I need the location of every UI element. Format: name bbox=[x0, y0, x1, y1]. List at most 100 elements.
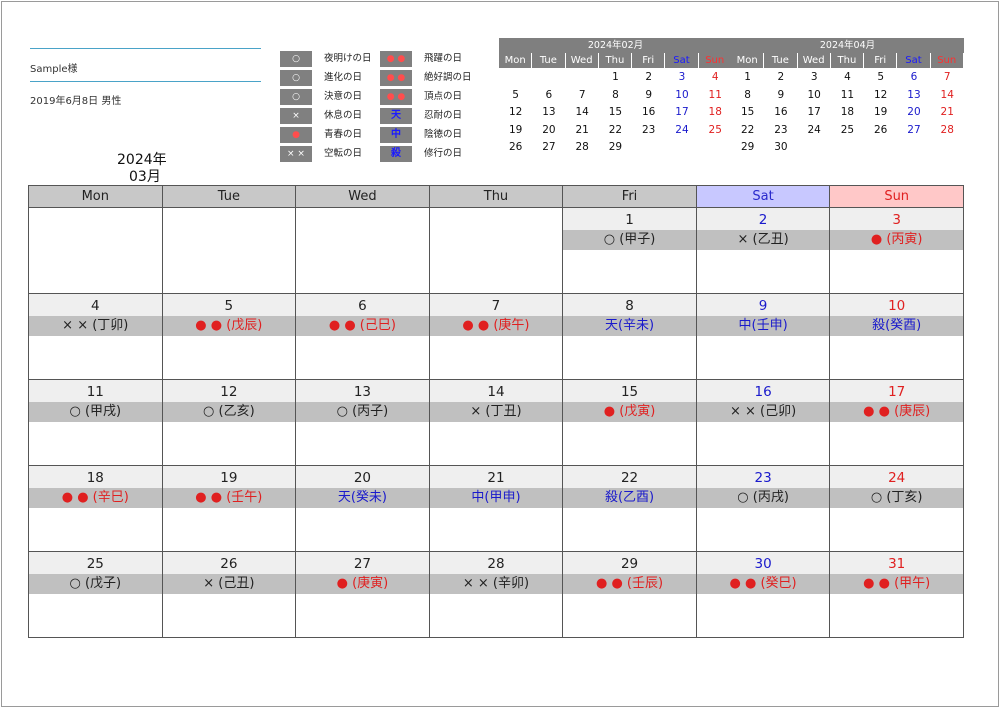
day-cell[interactable]: 3 ● (丙寅) bbox=[829, 207, 964, 294]
day-cell[interactable]: 4 × × (丁卯) bbox=[28, 293, 163, 380]
mini-calendar-title: 2024年02月 bbox=[499, 38, 732, 53]
mini-week-row: 12 13 14 15 16 17 18 bbox=[499, 103, 732, 121]
month-calendar: Mon Tue Wed Thu Fri Sat Sun 1 ○ (甲子) 2 × (乙丑) 3 ● (… bbox=[28, 185, 964, 640]
mini-week-row: 26 27 28 29 bbox=[499, 138, 732, 156]
day-cell[interactable]: 22 殺(乙酉) bbox=[562, 465, 697, 552]
day-cell[interactable]: 14 × (丁丑) bbox=[428, 379, 564, 466]
legend-label: 飛躍の日 bbox=[424, 53, 463, 64]
day-number: 8 bbox=[563, 294, 696, 316]
mini-day: 1 bbox=[612, 71, 619, 83]
day-cell[interactable]: 21 中(甲申) bbox=[428, 465, 564, 552]
day-number: 13 bbox=[296, 380, 429, 402]
day-cell[interactable]: 19 ● ● (壬午) bbox=[161, 465, 297, 552]
weekday-header-fri: Fri bbox=[562, 185, 697, 208]
legend-symbol: ● ● bbox=[380, 89, 412, 105]
mini-week-row: 29 30 bbox=[731, 138, 964, 156]
mini-weekday-mon: Mon bbox=[731, 53, 765, 68]
mini-day bbox=[566, 68, 599, 86]
day-fortune: ○ (丙子) bbox=[296, 402, 429, 422]
mini-day: 25 bbox=[708, 123, 722, 136]
day-cell[interactable]: 30 ● ● (癸巳) bbox=[695, 551, 831, 638]
day-cell[interactable]: 17 ● ● (庚辰) bbox=[829, 379, 964, 466]
day-number: 7 bbox=[429, 294, 563, 316]
mini-day: 2 bbox=[777, 71, 785, 83]
mini-day: 27 bbox=[907, 123, 921, 136]
mini-week-row: 15 16 17 18 19 20 21 bbox=[731, 103, 964, 121]
empty-day-cell bbox=[161, 207, 297, 294]
mini-weekday-sun: Sun bbox=[698, 53, 732, 68]
day-fortune: ● ● (戊辰) bbox=[162, 316, 296, 336]
mini-day: 8 bbox=[612, 88, 619, 101]
mini-day: 29 bbox=[740, 141, 755, 153]
day-cell[interactable]: 25 ○ (戊子) bbox=[28, 551, 163, 638]
day-cell[interactable]: 15 ● (戊寅) bbox=[562, 379, 697, 466]
week-row: 25 ○ (戊子) 26 × (己丑) 27 ● (庚寅) 28 × × (辛卯) 29 ● ● … bbox=[28, 551, 964, 638]
day-number: 14 bbox=[429, 380, 563, 402]
day-cell[interactable]: 31 ● ● (甲午) bbox=[829, 551, 964, 638]
mini-day: 7 bbox=[578, 88, 586, 101]
day-number: 2 bbox=[696, 208, 830, 230]
mini-day: 18 bbox=[840, 106, 855, 118]
day-cell[interactable]: 10 殺(癸酉) bbox=[829, 293, 964, 380]
day-cell[interactable]: 9 中(壬申) bbox=[695, 293, 831, 380]
legend-symbol: ● bbox=[280, 127, 312, 143]
legend-label: 空転の日 bbox=[324, 148, 363, 159]
day-cell[interactable]: 24 ○ (丁亥) bbox=[829, 465, 964, 552]
mini-week-row: 1 2 3 4 bbox=[499, 68, 732, 86]
week-row: 18 ● ● (辛巳) 19 ● ● (壬午) 20 天(癸未) 21 中(甲申) 22 殺(乙酉… bbox=[28, 465, 964, 552]
mini-weekday-sat: Sat bbox=[897, 53, 931, 68]
mini-day: 18 bbox=[708, 106, 722, 118]
day-cell[interactable]: 13 ○ (丙子) bbox=[295, 379, 430, 466]
mini-day: 23 bbox=[774, 123, 788, 136]
day-cell[interactable]: 26 × (己丑) bbox=[161, 551, 297, 638]
day-cell[interactable]: 28 × × (辛卯) bbox=[428, 551, 564, 638]
mini-day: 7 bbox=[943, 71, 951, 83]
day-fortune: ● (庚寅) bbox=[296, 574, 429, 594]
mini-weekday-fri: Fri bbox=[632, 53, 666, 68]
mini-day bbox=[798, 138, 831, 156]
mini-day: 28 bbox=[940, 123, 954, 136]
day-number: 10 bbox=[830, 294, 963, 316]
day-fortune: ○ (戊子) bbox=[29, 574, 162, 594]
weekday-header-sun: Sun bbox=[829, 185, 964, 208]
day-cell[interactable]: 2 × (乙丑) bbox=[695, 207, 831, 294]
weekday-header-sat: Sat bbox=[695, 185, 831, 208]
day-cell[interactable]: 5 ● ● (戊辰) bbox=[161, 293, 297, 380]
legend-symbol: ● ● bbox=[380, 70, 412, 86]
legend-symbol: ○ bbox=[280, 51, 312, 67]
day-cell[interactable]: 11 ○ (甲戌) bbox=[28, 379, 163, 466]
day-cell[interactable]: 29 ● ● (壬辰) bbox=[562, 551, 697, 638]
day-cell[interactable]: 12 ○ (乙亥) bbox=[161, 379, 297, 466]
mini-week-row: 1 2 3 4 5 6 7 bbox=[731, 68, 964, 86]
day-fortune: ○ (甲子) bbox=[563, 230, 696, 250]
mini-day: 20 bbox=[542, 123, 556, 136]
day-cell[interactable]: 8 天(辛未) bbox=[562, 293, 697, 380]
mini-day: 6 bbox=[545, 88, 553, 101]
day-cell[interactable]: 16 × × (己卯) bbox=[695, 379, 831, 466]
day-cell[interactable]: 20 天(癸未) bbox=[295, 465, 430, 552]
day-number: 20 bbox=[296, 466, 429, 488]
day-cell[interactable]: 6 ● ● (己巳) bbox=[295, 293, 430, 380]
mini-day: 9 bbox=[645, 88, 653, 101]
legend-label: 絶好調の日 bbox=[424, 72, 472, 83]
empty-cell-body bbox=[29, 208, 162, 293]
weekday-header-tue: Tue bbox=[161, 185, 297, 208]
legend-label: 頂点の日 bbox=[424, 91, 463, 102]
day-cell[interactable]: 1 ○ (甲子) bbox=[562, 207, 697, 294]
mini-day: 3 bbox=[678, 71, 686, 83]
day-fortune: × (丁丑) bbox=[429, 402, 563, 422]
mini-weekday-mon: Mon bbox=[499, 53, 533, 68]
legend-label: 青春の日 bbox=[324, 129, 363, 140]
day-cell[interactable]: 18 ● ● (辛巳) bbox=[28, 465, 163, 552]
mini-day: 20 bbox=[907, 106, 921, 118]
mini-day bbox=[632, 138, 665, 156]
mini-weekday-wed: Wed bbox=[797, 53, 831, 68]
profile-birth: 2019年6月8日 男性 bbox=[30, 96, 122, 107]
day-cell[interactable]: 27 ● (庚寅) bbox=[295, 551, 430, 638]
mini-weekday-sat: Sat bbox=[665, 53, 699, 68]
day-cell[interactable]: 23 ○ (丙戌) bbox=[695, 465, 831, 552]
mini-day: 22 bbox=[608, 123, 623, 136]
day-cell[interactable]: 7 ● ● (庚午) bbox=[428, 293, 564, 380]
mini-weekday-thu: Thu bbox=[598, 53, 633, 68]
calendar-year: 2024年 bbox=[117, 152, 167, 168]
